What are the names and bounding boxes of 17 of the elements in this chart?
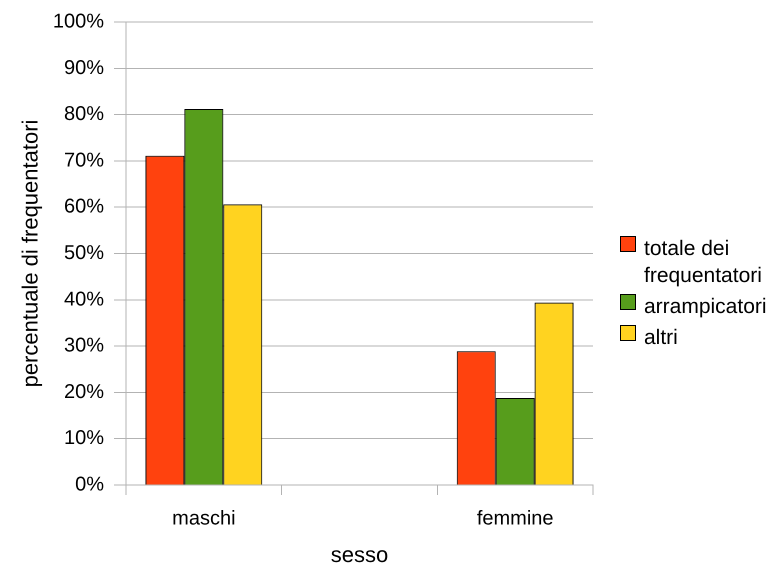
y-tick-label: 90% <box>64 56 104 79</box>
y-tick-label: 50% <box>64 242 104 264</box>
y-tick-label: 20% <box>64 380 104 403</box>
x-tick-label: femmine <box>476 508 554 530</box>
y-tick-label: 0% <box>75 474 104 496</box>
x-tick-label: maschi <box>172 508 236 530</box>
x-axis-title: sesso <box>330 542 388 567</box>
y-tick-label: 70% <box>64 149 104 172</box>
y-tick-label: 40% <box>64 288 104 310</box>
y-tick-label: 80% <box>64 103 104 126</box>
y-tick-label: 60% <box>64 196 104 218</box>
y-tick-label: 10% <box>64 427 104 450</box>
y-tick-label: 100% <box>52 10 104 33</box>
y-axis-title: percentuale di frequentatori <box>17 120 42 388</box>
y-tick-label: 30% <box>64 334 104 357</box>
legend-label: arrampicatori <box>644 294 767 320</box>
legend-label: altri <box>644 325 678 351</box>
